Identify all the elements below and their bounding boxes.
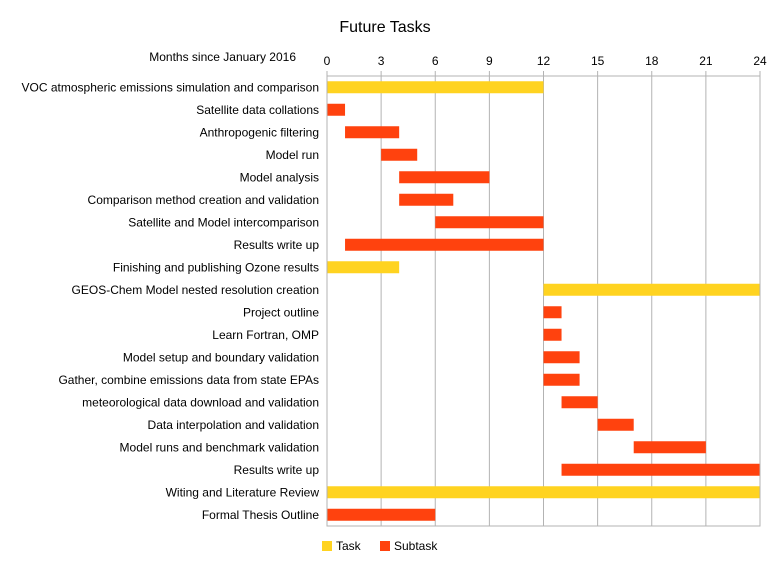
row-labels: VOC atmospheric emissions simulation and…	[22, 80, 320, 522]
grid-layer	[326, 71, 761, 526]
row-label: Finishing and publishing Ozone results	[113, 260, 319, 274]
bars	[327, 81, 760, 521]
x-axis-label: Months since January 2016	[149, 50, 296, 64]
x-tick-labels: 0 3 6 9 12 15 18 21 24	[324, 54, 767, 68]
row-label: Model analysis	[240, 170, 319, 184]
subtask-bar	[561, 396, 598, 409]
legend: Task Subtask	[322, 539, 438, 553]
x-tick-label: 21	[699, 54, 713, 68]
subtask-bar	[561, 463, 760, 476]
subtask-bar	[543, 306, 562, 319]
row-label: Learn Fortran, OMP	[212, 328, 319, 342]
row-label: Formal Thesis Outline	[202, 508, 319, 522]
task-bar	[327, 81, 544, 94]
row-label: Anthropogenic filtering	[200, 125, 319, 139]
row-label: Comparison method creation and validatio…	[88, 193, 319, 207]
row-label: meteorological data download and validat…	[82, 395, 319, 409]
legend-label: Task	[336, 539, 362, 553]
x-tick-label: 9	[486, 54, 493, 68]
x-tick-label: 15	[591, 54, 605, 68]
row-label: Gather, combine emissions data from stat…	[58, 373, 319, 387]
task-bar	[327, 486, 760, 499]
subtask-bar	[399, 193, 454, 206]
row-label: Satellite data collations	[196, 103, 319, 117]
subtask-bar	[327, 508, 436, 521]
plot-frame	[326, 75, 761, 527]
x-tick-label: 18	[645, 54, 659, 68]
row-label: GEOS-Chem Model nested resolution creati…	[72, 283, 319, 297]
subtask-bar	[543, 351, 580, 364]
x-tick-label: 0	[324, 54, 331, 68]
row-label: Project outline	[243, 305, 319, 319]
row-label: Model runs and benchmark validation	[120, 440, 319, 454]
row-label: Data interpolation and validation	[148, 418, 319, 432]
row-label: Results write up	[234, 238, 320, 252]
subtask-bar	[345, 238, 544, 251]
subtask-bar	[633, 441, 706, 454]
x-tick-label: 12	[537, 54, 551, 68]
x-tick-label: 6	[432, 54, 439, 68]
subtask-bar	[543, 328, 562, 341]
legend-swatch-subtask	[380, 541, 390, 551]
row-label: Results write up	[234, 463, 320, 477]
legend-swatch-task	[322, 541, 332, 551]
task-bar	[327, 261, 400, 274]
x-tick-label: 24	[753, 54, 767, 68]
row-label: Model setup and boundary validation	[123, 350, 319, 364]
subtask-bar	[327, 103, 346, 116]
chart-title: Future Tasks	[339, 19, 430, 36]
x-tick-label: 3	[378, 54, 385, 68]
row-label: VOC atmospheric emissions simulation and…	[22, 80, 319, 94]
subtask-bar	[381, 148, 418, 161]
task-bar	[543, 283, 760, 296]
row-label: Satellite and Model intercomparison	[128, 215, 319, 229]
row-label: Witing and Literature Review	[166, 485, 320, 499]
legend-label: Subtask	[394, 539, 438, 553]
subtask-bar	[399, 171, 490, 184]
subtask-bar	[597, 418, 634, 431]
subtask-bar	[543, 373, 580, 386]
subtask-bar	[345, 126, 400, 139]
row-label: Model run	[266, 148, 319, 162]
subtask-bar	[435, 216, 544, 229]
